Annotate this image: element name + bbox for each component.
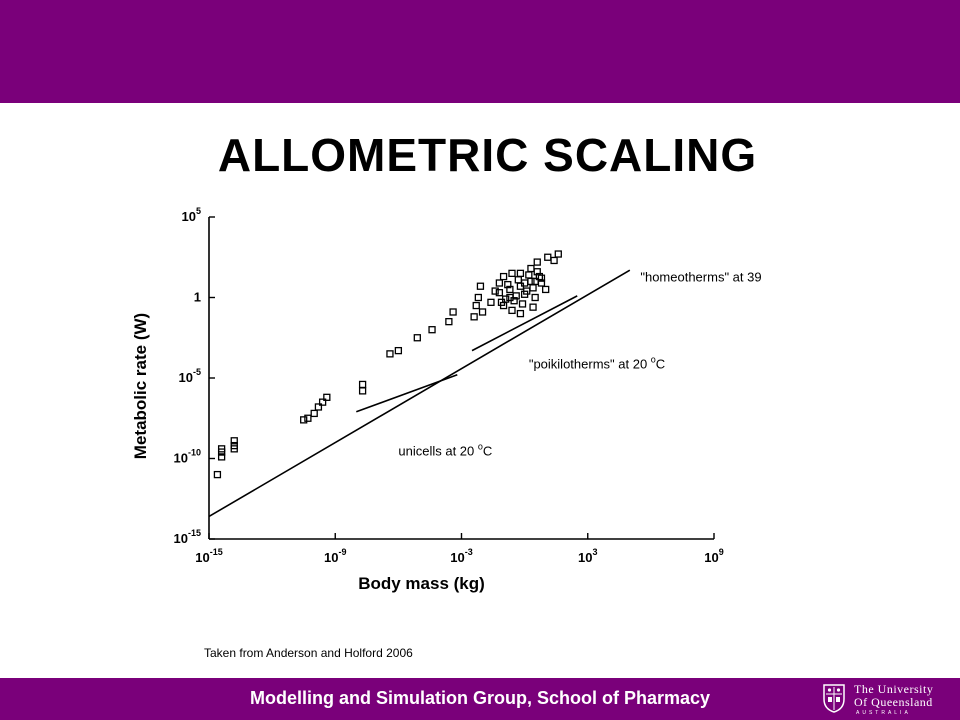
data-point [531, 277, 539, 286]
data-point [527, 264, 535, 273]
data-point [508, 306, 516, 315]
data-point [394, 346, 403, 355]
x-tick-label: 10-3 [450, 547, 472, 565]
data-point [474, 293, 482, 302]
data-point [495, 279, 504, 287]
line-annotation: "poikilotherms" at 20 oC [529, 354, 665, 371]
data-point [497, 298, 506, 306]
data-point [554, 250, 562, 258]
line-annotation: unicells at 20 oC [398, 441, 492, 458]
data-point [544, 253, 552, 261]
y-tick-label: 10-15 [174, 528, 201, 546]
data-point [516, 309, 525, 318]
y-tick-label: 105 [182, 206, 201, 224]
data-point [504, 280, 512, 289]
data-point [523, 287, 531, 295]
data-point [495, 289, 504, 297]
data-point [520, 279, 529, 287]
logo-line-1: The University [854, 682, 934, 696]
footer-bar: Modelling and Simulation Group, School o… [0, 678, 960, 720]
y-tick-label: 10-5 [179, 367, 201, 385]
data-point [230, 441, 238, 450]
footer-text: Modelling and Simulation Group, School o… [249, 688, 711, 708]
allometric-scaling-chart: 10-15 10-9 10-3 103 109 105 1 10-5 10-10 10-15 "h… [131, 206, 765, 593]
y-tick-label: 1 [194, 290, 201, 305]
x-tick-label: 10-15 [195, 547, 222, 565]
x-tick-label: 10-9 [324, 547, 346, 565]
data-point [499, 272, 508, 281]
regression-line [356, 374, 458, 413]
data-point [529, 284, 537, 292]
data-point [487, 298, 495, 306]
data-point [386, 350, 394, 358]
data-point [318, 398, 327, 406]
data-point [358, 380, 367, 389]
x-tick-label: 103 [578, 547, 597, 565]
data-point [323, 393, 331, 401]
logo-line-3: AUSTRALIA [856, 710, 911, 716]
data-point [428, 326, 436, 334]
data-point [542, 285, 550, 294]
data-point [550, 256, 558, 265]
data-point [449, 308, 457, 316]
data-point [470, 313, 478, 321]
data-point [413, 334, 421, 342]
data-point [525, 271, 533, 279]
data-point [445, 318, 453, 326]
data-point [300, 416, 308, 424]
regression-line [471, 295, 578, 352]
chart-labels: "homeotherms" at 39 oC "poikilotherms" at… [131, 267, 765, 593]
logo-line-2: Of Queensland [854, 695, 933, 709]
data-point [217, 453, 226, 461]
data-point [478, 308, 487, 316]
data-point [310, 409, 318, 418]
data-point [472, 301, 480, 310]
data-point [230, 437, 238, 445]
chart-ticks: 10-15 10-9 10-3 103 109 105 1 10-5 10-10 10-15 [174, 206, 724, 565]
data-point [527, 277, 535, 286]
crest-icon [823, 684, 845, 713]
data-point [516, 269, 525, 277]
data-point [358, 387, 367, 395]
top-banner [0, 0, 960, 103]
data-point [476, 282, 485, 290]
chart-axes [208, 217, 714, 540]
data-point [506, 293, 514, 302]
data-point [514, 276, 522, 284]
data-point [506, 285, 514, 294]
x-tick-label: 109 [704, 547, 723, 565]
data-point [529, 303, 537, 311]
data-point [314, 403, 323, 411]
university-logo: The University Of Queensland AUSTRALIA [822, 681, 952, 717]
slide-title: ALLOMETRIC SCALING [217, 129, 758, 181]
y-axis-label: Metabolic rate (W) [131, 313, 150, 459]
line-annotation: "homeotherms" at 39 oC [640, 267, 765, 284]
data-point [533, 258, 541, 266]
data-point [533, 268, 541, 276]
data-point [304, 414, 312, 422]
data-point [213, 470, 222, 479]
x-axis-label: Body mass (kg) [358, 574, 485, 593]
citation: Taken from Anderson and Holford 2006 [204, 646, 413, 660]
data-point [491, 287, 499, 295]
regression-line [208, 269, 631, 518]
y-tick-label: 10-10 [174, 448, 201, 466]
data-point [531, 293, 539, 302]
data-point [508, 269, 516, 277]
data-points [213, 250, 562, 479]
data-point [217, 445, 226, 453]
data-point [535, 272, 544, 281]
regression-lines [208, 269, 631, 518]
data-point [518, 300, 527, 308]
